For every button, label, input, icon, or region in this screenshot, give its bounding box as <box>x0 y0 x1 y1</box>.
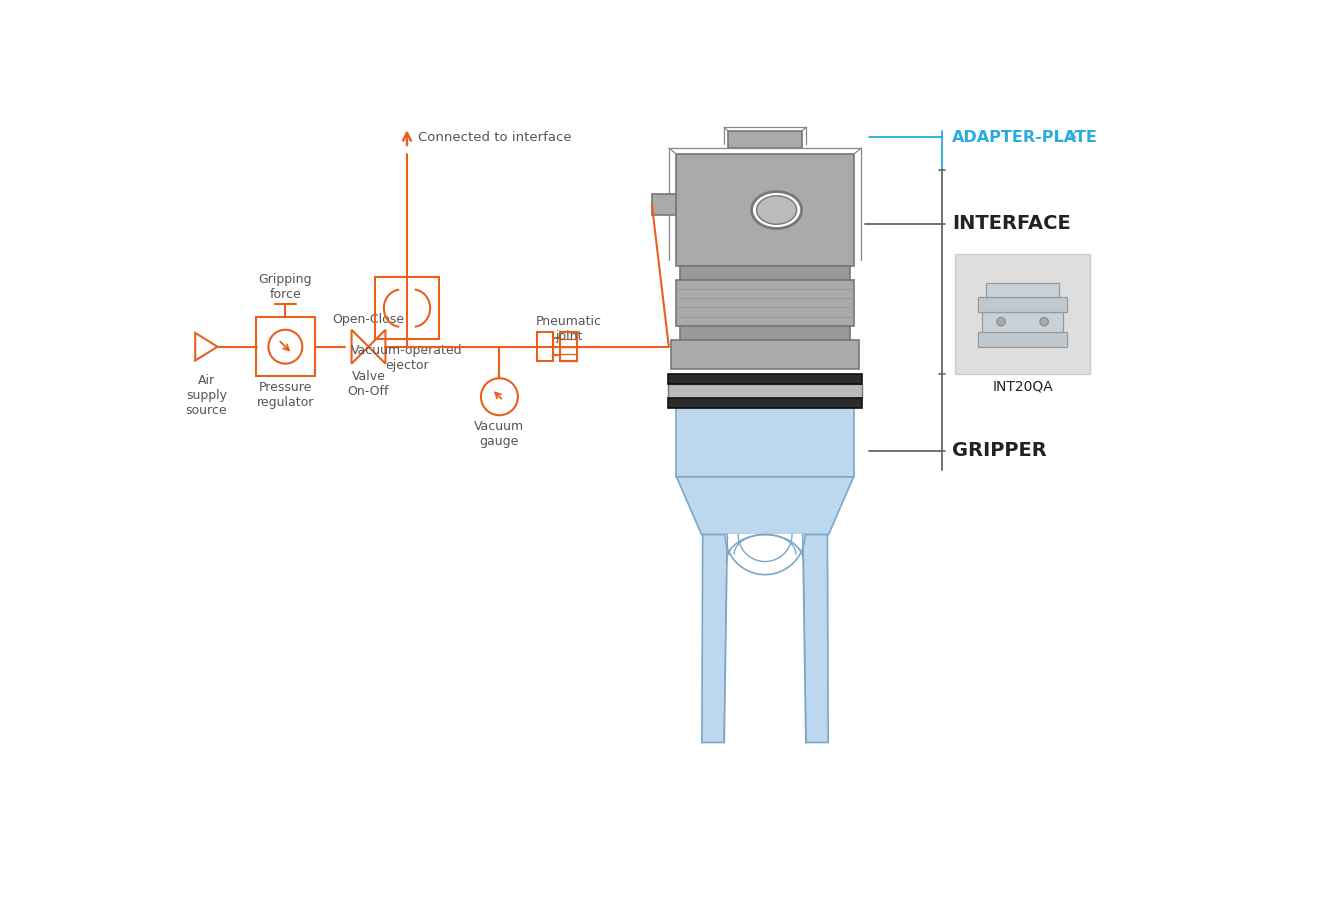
Text: Pneumatic
joint: Pneumatic joint <box>536 315 602 343</box>
Text: INT20QA: INT20QA <box>993 380 1053 394</box>
Bar <box>729 131 801 148</box>
Polygon shape <box>676 477 854 535</box>
Bar <box>652 194 676 215</box>
Polygon shape <box>725 535 805 574</box>
Text: ADAPTER-PLATE: ADAPTER-PLATE <box>952 130 1098 145</box>
Circle shape <box>1040 318 1048 326</box>
Bar <box>560 332 577 361</box>
Bar <box>671 340 859 369</box>
Bar <box>978 297 1067 312</box>
Polygon shape <box>803 535 828 742</box>
Bar <box>676 280 854 326</box>
Bar <box>553 338 560 356</box>
Ellipse shape <box>751 192 801 229</box>
Text: Air
supply
source: Air supply source <box>186 374 227 418</box>
Bar <box>537 332 553 361</box>
Bar <box>668 384 862 399</box>
Text: Vacuum-operated
ejector: Vacuum-operated ejector <box>351 344 463 372</box>
Text: Pressure
regulator: Pressure regulator <box>256 381 314 409</box>
Bar <box>676 408 854 477</box>
Circle shape <box>997 318 1006 326</box>
Bar <box>982 312 1063 332</box>
Polygon shape <box>725 535 805 742</box>
Bar <box>375 277 440 339</box>
Bar <box>680 326 850 340</box>
Bar <box>668 374 862 384</box>
Bar <box>978 332 1067 347</box>
Text: INTERFACE: INTERFACE <box>952 214 1071 233</box>
Text: Valve
On-Off: Valve On-Off <box>347 370 389 398</box>
Bar <box>956 255 1090 374</box>
Text: Connected to interface: Connected to interface <box>417 130 572 144</box>
Bar <box>668 399 862 408</box>
Text: GRIPPER: GRIPPER <box>952 441 1047 460</box>
Polygon shape <box>702 535 727 742</box>
Ellipse shape <box>756 196 797 224</box>
Text: Gripping
force: Gripping force <box>259 273 312 301</box>
Bar <box>676 154 854 266</box>
Bar <box>256 318 314 376</box>
Bar <box>986 284 1059 297</box>
Text: ×: × <box>1067 129 1077 143</box>
Bar <box>680 266 850 280</box>
Text: Vacuum
gauge: Vacuum gauge <box>474 419 524 448</box>
Text: Open-Close: Open-Close <box>333 313 404 326</box>
